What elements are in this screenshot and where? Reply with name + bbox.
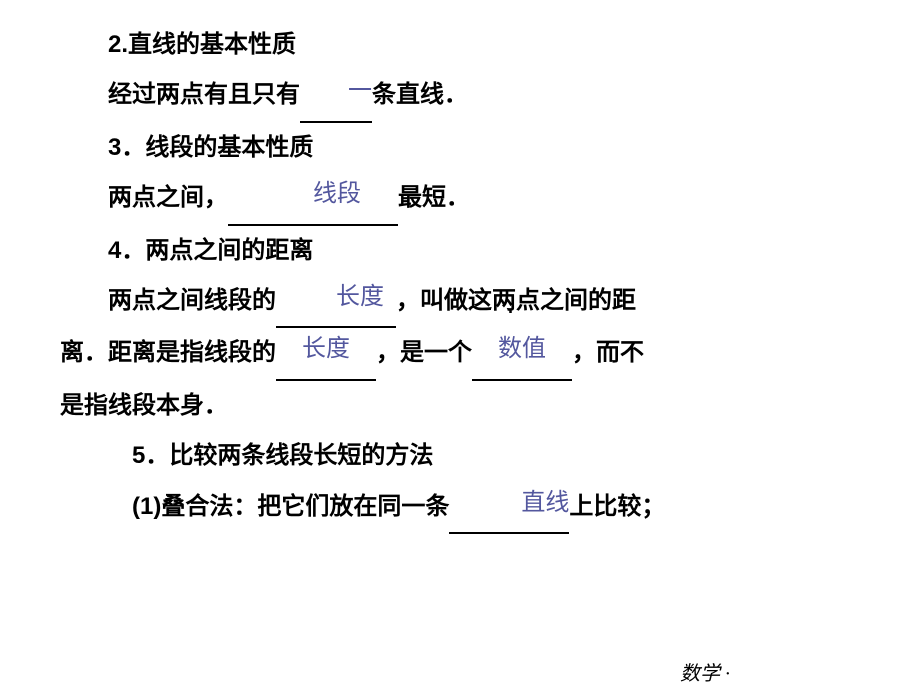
answer-4a: 长度	[336, 284, 384, 310]
text-post: 上比较；	[569, 493, 665, 520]
text-pre: 两点之间，	[108, 184, 228, 211]
text-mid: ，是一个	[376, 339, 472, 366]
answer-3: 线段	[313, 181, 361, 207]
section-4-title: 4．两点之间的距离	[60, 226, 880, 276]
section-4-line2: 离．距离是指线段的长度 ，是一个数值 ，而不	[60, 328, 880, 380]
section-3-title: 3．线段的基本性质	[60, 123, 880, 173]
section-4-line1: 两点之间线段的长度·，叫做这两点之间的距	[60, 276, 880, 328]
section-2-body: 经过两点有且只有 一条直线．	[60, 70, 880, 122]
footer-label: 数学 ·	[680, 657, 730, 686]
arrow-mark: ·	[460, 294, 514, 332]
blank-4c: 数值	[472, 328, 572, 380]
text-pre: 离．距离是指线段的	[60, 339, 276, 366]
answer-2: 一	[348, 78, 372, 104]
blank-4a: 长度	[276, 276, 396, 328]
text-pre: 两点之间线段的	[108, 287, 276, 314]
document-content: 2.直线的基本性质 经过两点有且只有 一条直线． 3．线段的基本性质 两点之间， 线…	[0, 0, 920, 534]
text-post: ，叫做这两点之间的距	[396, 287, 636, 314]
text-pre: 经过两点有且只有	[108, 81, 300, 108]
blank-2: 一	[300, 70, 372, 122]
text-post: 条直线．	[372, 81, 468, 108]
text-post: 最短．	[398, 184, 470, 211]
section-5-title: 5．比较两条线段长短的方法	[60, 431, 880, 481]
section-3-body: 两点之间， 线段 最短．	[60, 173, 880, 225]
answer-5: 直线	[521, 490, 569, 516]
section-5-body: (1)叠合法：把它们放在同一条 直线上比较；	[60, 482, 880, 534]
section-4-line3: 是指线段本身．	[60, 381, 880, 431]
text-post: ，而不	[572, 339, 644, 366]
text-pre: (1)叠合法：把它们放在同一条	[132, 493, 449, 520]
answer-4b: 长度	[302, 336, 350, 362]
blank-3: 线段	[228, 173, 398, 225]
section-2-title: 2.直线的基本性质	[60, 20, 880, 70]
blank-4b: 长度	[276, 328, 376, 380]
blank-5: 直线	[449, 482, 569, 534]
answer-4c: 数值	[498, 336, 546, 362]
